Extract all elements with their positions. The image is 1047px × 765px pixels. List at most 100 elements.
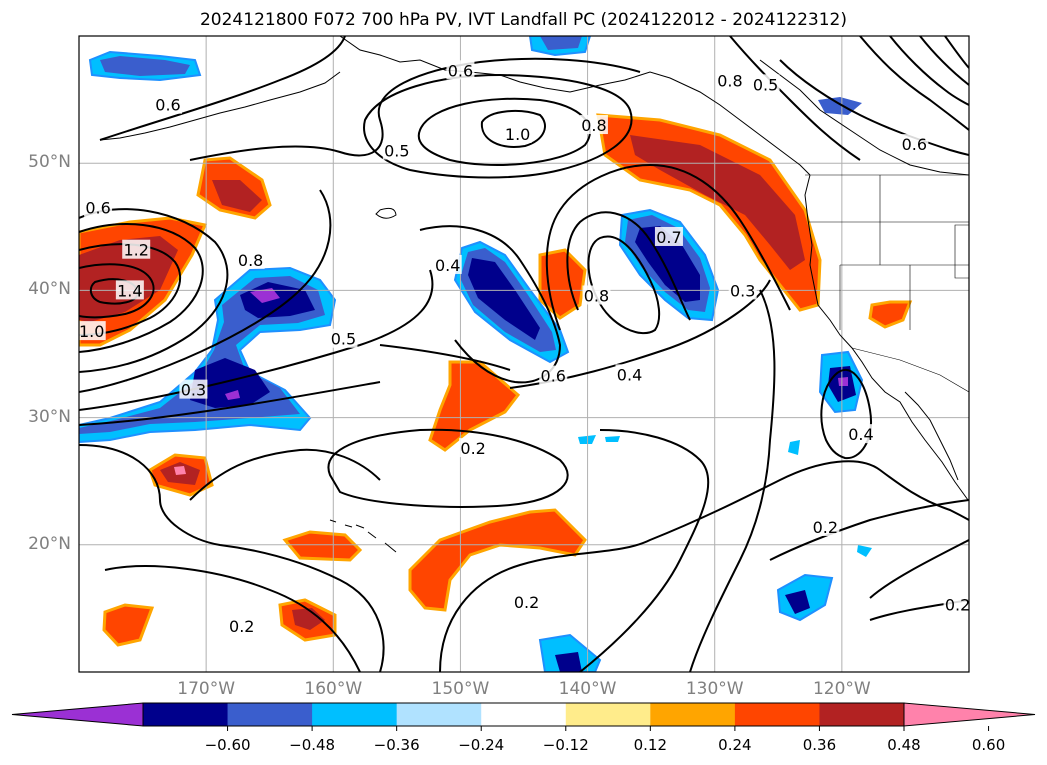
contour-label-bg	[943, 594, 969, 614]
contour-line	[79, 269, 434, 411]
contour-label-text: 0.6	[448, 61, 473, 80]
anomaly-region	[838, 377, 848, 386]
contour-label: 0.6	[900, 134, 929, 154]
contour-label-text: 0.4	[848, 425, 873, 444]
anomaly-region	[225, 390, 240, 400]
contour-label-bg	[539, 365, 568, 385]
contour-label-bg	[846, 424, 875, 444]
contour-label: 0.5	[751, 74, 780, 94]
contour-label-bg	[227, 616, 256, 636]
contour-label-bg	[382, 140, 411, 160]
contour-label: 1.0	[503, 123, 532, 144]
contour-label-bg	[751, 74, 780, 94]
contour-line	[820, 368, 872, 460]
contour-label-text: 0.7	[656, 228, 681, 247]
anomaly-region	[428, 360, 521, 452]
lon-label: 130°W	[685, 679, 744, 699]
anomaly-region	[174, 466, 186, 475]
contour-label: 0.2	[459, 438, 488, 458]
contour-label-text: 0.8	[584, 286, 609, 305]
colorbar-tick-marks	[227, 726, 990, 731]
coastline-alaska	[339, 36, 811, 176]
contour-label-bg	[503, 123, 532, 143]
anomaly-region	[788, 440, 800, 455]
anomaly-region	[540, 36, 582, 50]
contour-label: 0.2	[943, 594, 970, 615]
anomaly-region	[578, 435, 596, 444]
colorbar-tick-label: 0.48	[887, 736, 921, 754]
contour-label: 1.4	[115, 280, 144, 300]
contour-label-bg	[615, 364, 644, 384]
anomaly-region	[555, 652, 582, 672]
contour-label-bg	[654, 226, 683, 246]
coastline-north-america	[804, 174, 969, 501]
colorbar-tick-label: −0.12	[542, 736, 589, 754]
colorbar-tick-label: −0.48	[289, 736, 336, 754]
pv-contours	[79, 36, 969, 672]
contour-label: 0.6	[84, 197, 113, 218]
coastline-islands	[375, 207, 397, 219]
contour-label-bg	[115, 280, 144, 300]
contour-label-text: 0.2	[945, 596, 970, 615]
colorbar-cell	[396, 703, 482, 726]
anomaly-region	[250, 288, 280, 303]
contour-line	[869, 539, 969, 599]
contour-line	[104, 565, 361, 672]
contour-line	[545, 163, 791, 331]
contour-label: 0.3	[728, 280, 757, 300]
lon-label: 140°W	[558, 679, 617, 699]
colorbar-tick-label: −0.24	[458, 736, 505, 754]
lat-label: 40°N	[28, 279, 71, 300]
colorbar-frame	[142, 702, 905, 727]
contour-labels: 0.6 0.6 0.5 1.0 0.8 0.8 0.5 0.6 0.6 1.2 1.4 1.0 0.8 0…	[79, 60, 970, 636]
contour-label-text: 1.0	[505, 125, 530, 144]
contour-line	[779, 59, 969, 156]
contour-label: 0.8	[582, 285, 611, 305]
colorbar-cell	[819, 703, 905, 726]
contour-label-bg	[79, 321, 106, 341]
lat-label: 50°N	[28, 152, 71, 173]
lon-label: 120°W	[812, 679, 871, 699]
contour-label: 1.2	[122, 239, 151, 260]
political-borders	[805, 174, 969, 393]
contour-line	[439, 460, 969, 672]
contour-label-bg	[179, 379, 208, 399]
anomaly-region	[635, 226, 700, 302]
contour-label-text: 0.2	[514, 593, 539, 612]
contour-label: 1.0	[79, 321, 106, 341]
lon-label: 150°W	[431, 679, 490, 699]
contour-line	[189, 448, 381, 501]
contour-line	[566, 211, 691, 321]
anomaly-region	[468, 258, 540, 340]
contour-label-bg	[84, 197, 113, 217]
contour-label-bg	[236, 249, 265, 269]
contour-label-text: 0.3	[181, 381, 206, 400]
contour-line	[919, 36, 969, 86]
contour-label-text: 0.6	[155, 96, 180, 115]
contour-label: 0.4	[615, 364, 644, 384]
contour-label: 0.2	[512, 592, 541, 612]
colorbar-cell	[734, 703, 820, 726]
colorbar-tick-label: 0.36	[802, 736, 837, 754]
map-title: 2024121800 F072 700 hPa PV, IVT Landfall…	[199, 10, 847, 30]
contour-label-text: 0.8	[581, 116, 606, 135]
anomaly-region	[190, 358, 270, 408]
pv-negative-anomalies	[79, 36, 872, 672]
contour-line	[79, 263, 155, 319]
colorbar-tick-label: 0.12	[633, 736, 668, 754]
contour-label-text: 0.8	[238, 251, 263, 270]
contour-label: 0.6	[446, 60, 475, 80]
colorbar-tick-label: −0.36	[373, 736, 420, 754]
anomaly-region	[102, 603, 155, 647]
anomaly-region	[857, 545, 872, 557]
contour-label: 0.8	[236, 249, 265, 270]
contour-label: 0.5	[382, 140, 411, 160]
contour-label-text: 0.4	[435, 256, 460, 275]
contour-line	[729, 36, 861, 161]
contour-label-bg	[154, 94, 182, 114]
coastline-baja	[904, 391, 959, 481]
contour-label-text: 0.6	[541, 367, 566, 386]
contour-line	[79, 381, 381, 426]
contour-line	[99, 36, 346, 141]
